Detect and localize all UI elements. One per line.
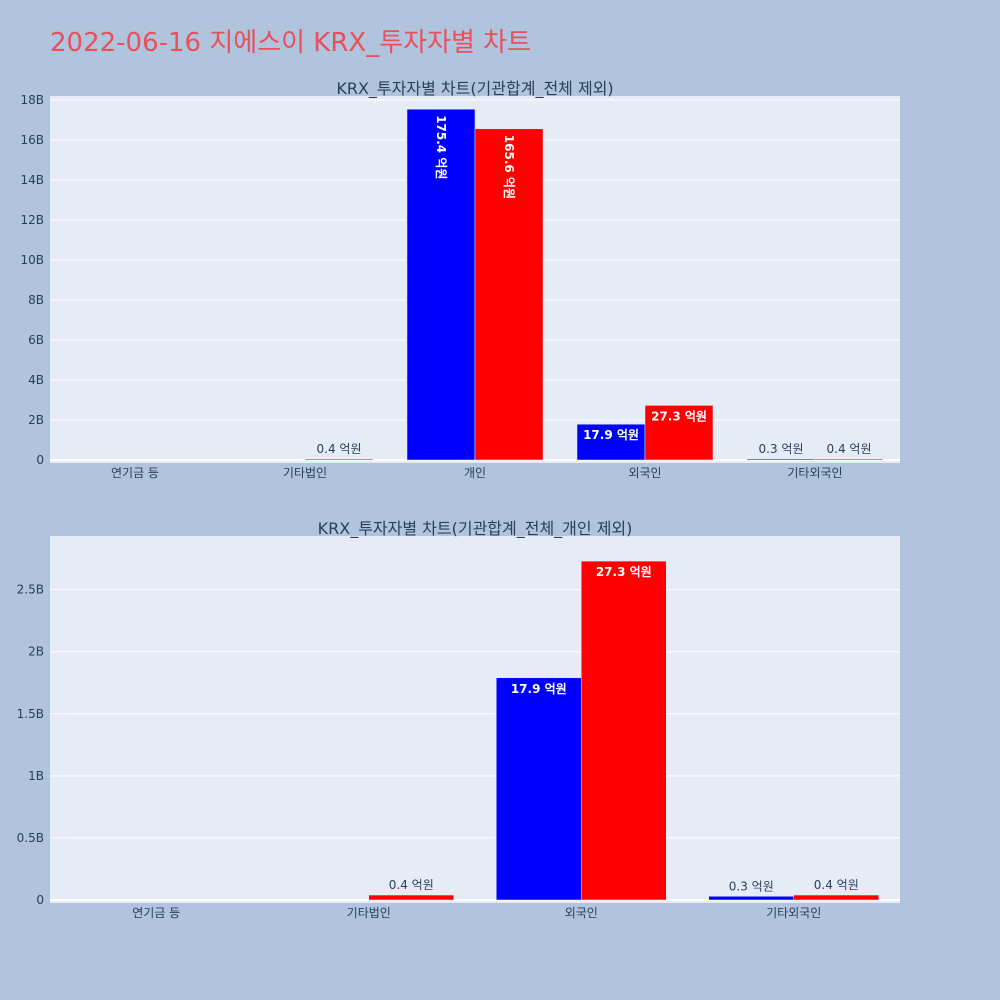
y-tick-label: 2B <box>28 645 44 659</box>
bar-sell <box>581 560 667 901</box>
bar-sell <box>304 458 374 461</box>
data-label: 27.3 억원 <box>651 409 707 423</box>
x-tick-label: 기타법인 <box>347 906 391 920</box>
plot-area <box>50 536 900 903</box>
data-label: 165.6 억원 <box>502 135 516 199</box>
x-tick-label: 연기금 등 <box>132 906 180 920</box>
y-tick-label: 0.5B <box>17 831 44 845</box>
y-tick-label: 8B <box>28 293 44 307</box>
y-tick-label: 12B <box>20 213 44 227</box>
x-tick-label: 외국인 <box>565 906 598 920</box>
bar-sell <box>474 128 544 461</box>
chart-title: KRX_투자자별 차트(기관합계_전체 제외) <box>336 79 613 99</box>
bar-buy <box>406 108 476 461</box>
data-label: 0.4 억원 <box>389 878 434 892</box>
x-tick-label: 기타외국인 <box>787 466 842 480</box>
data-label: 0.3 억원 <box>729 879 774 893</box>
y-tick-label: 2B <box>28 413 44 427</box>
x-tick-label: 기타법인 <box>283 466 327 480</box>
data-label: 27.3 억원 <box>596 565 652 579</box>
data-label: 17.9 억원 <box>511 682 567 696</box>
bar-sell <box>644 405 714 461</box>
y-tick-label: 16B <box>20 133 44 147</box>
y-tick-label: 6B <box>28 333 44 347</box>
bar-buy <box>708 896 794 901</box>
x-tick-label: 외국인 <box>628 466 661 480</box>
y-tick-label: 2.5B <box>17 583 44 597</box>
data-label: 175.4 억원 <box>434 115 448 179</box>
page-title: 2022-06-16 지에스이 KRX_투자자별 차트 <box>50 28 532 58</box>
x-tick-label: 연기금 등 <box>111 466 159 480</box>
data-label: 0.4 억원 <box>814 878 859 892</box>
data-label: 0.3 억원 <box>759 442 804 456</box>
y-tick-label: 14B <box>20 173 44 187</box>
y-tick-label: 1B <box>28 769 44 783</box>
data-label: 0.4 억원 <box>317 442 362 456</box>
y-tick-label: 1.5B <box>17 707 44 721</box>
y-tick-label: 0 <box>36 893 44 907</box>
chart-bottom: 0 0.5B 1B 1.5B 2B 2.5B KRX_투자자별 차트(기관합계_전체_개인 … <box>17 519 900 920</box>
data-label: 17.9 억원 <box>583 428 639 442</box>
y-tick-label: 4B <box>28 373 44 387</box>
y-tick-label: 10B <box>20 253 44 267</box>
bar-buy <box>576 423 646 461</box>
data-label: 0.4 억원 <box>827 442 872 456</box>
chart-top: 0 2B 4B 6B 8B 10B 12B 14B 16B 18B KRX_투자자별 차트(기관합계… <box>20 79 900 480</box>
bar-buy <box>496 677 582 901</box>
y-tick-label: 0 <box>36 453 44 467</box>
y-tick-label: 18B <box>20 93 44 107</box>
x-tick-label: 기타외국인 <box>766 906 821 920</box>
chart-title: KRX_투자자별 차트(기관합계_전체_개인 제외) <box>318 519 633 539</box>
bar-buy <box>746 458 816 461</box>
x-tick-label: 개인 <box>464 466 486 480</box>
bar-sell <box>368 894 454 901</box>
bar-sell <box>793 894 879 901</box>
bar-sell <box>814 458 884 461</box>
